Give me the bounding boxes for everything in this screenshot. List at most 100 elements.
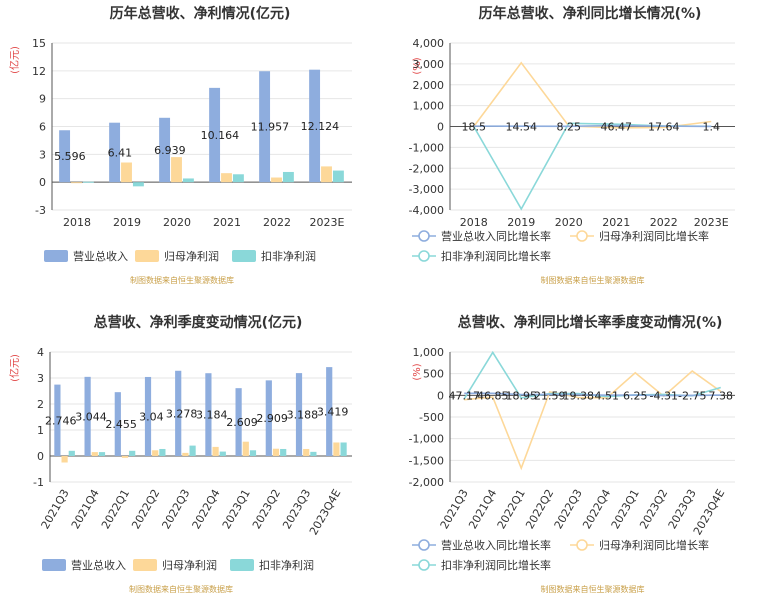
chart2-data-label: 1.4: [703, 121, 721, 134]
chart3-bar-s1-2: [114, 392, 121, 456]
chart3-bar-s3-7: [280, 448, 287, 456]
chart3-bar-s1-0: [54, 384, 61, 456]
chart2-line-s3: [473, 122, 712, 211]
chart3-bar-s2-4: [182, 452, 189, 456]
chart2-data-label: 18.5: [462, 121, 487, 134]
chart3-bar-s2-0: [61, 456, 68, 463]
chart1-bar-s3-4: [282, 171, 294, 183]
chart2-legend-marker-2: [576, 230, 588, 242]
chart3-bar-s3-0: [68, 450, 75, 456]
chart3-bar-s3-2: [129, 450, 136, 456]
chart3-ytick: 4: [37, 346, 44, 359]
chart1-xtick: 2020: [163, 216, 191, 229]
chart4-data-label: 4.51: [595, 389, 620, 402]
chart3-bar-s2-5: [212, 446, 219, 456]
chart4-ytick: 1,000: [413, 346, 445, 359]
chart3-bar-s1-6: [235, 388, 242, 456]
chart3-bar-s1-4: [175, 370, 182, 456]
chart2-legend-label: 归母净利润同比增长率: [599, 229, 709, 243]
chart3-xtick: 2023Q2: [250, 487, 283, 531]
chart3-xtick: 2022Q3: [159, 487, 192, 531]
chart3-bar-s2-9: [333, 442, 340, 456]
chart3-bar-s3-3: [159, 448, 166, 456]
chart3-xtick: 2021Q3: [39, 487, 72, 531]
chart1-xtick: 2022: [263, 216, 291, 229]
chart1-xtick: 2018: [63, 216, 91, 229]
chart2-legend-label: 营业总收入同比增长率: [441, 229, 551, 243]
chart4-legend-label: 营业总收入同比增长率: [441, 538, 551, 552]
chart3-source-note: 制图数据来自恒生聚源数据库: [129, 584, 233, 594]
chart3-legend-label: 营业总收入: [71, 558, 126, 572]
chart3-xtick: 2021Q4: [69, 487, 102, 531]
chart1-xtick: 2023E: [310, 216, 345, 229]
chart1-title: 历年总营收、净利情况(亿元): [110, 5, 291, 22]
chart1-bar-s1-5: [309, 69, 321, 183]
chart3-legend-swatch-1: [42, 559, 66, 571]
chart1-ytick: 12: [32, 65, 46, 78]
chart3-xtick: 2022Q2: [129, 487, 162, 531]
chart2-ytick: 0: [437, 121, 444, 134]
chart3-data-label: 2.455: [105, 418, 137, 431]
chart3-data-label: 3.188: [287, 409, 319, 422]
chart3-data-label: 3.278: [166, 407, 198, 420]
chart2-ytick: -1,000: [409, 141, 444, 154]
chart4-line-s2: [464, 370, 722, 471]
chart1-data-label: 5.596: [54, 150, 86, 163]
chart2-ytick: -2,000: [409, 162, 444, 175]
chart3-xtick: 2022Q4: [190, 487, 223, 531]
chart1-bar-s3-2: [182, 178, 194, 183]
chart4-ytick: 500: [423, 368, 444, 381]
chart3-ylabel: (亿元): [8, 354, 21, 382]
chart1-bar-s1-2: [159, 117, 171, 183]
chart1-bar-s1-0: [59, 130, 71, 183]
chart3-bar-s3-4: [189, 445, 196, 456]
chart1-data-label: 12.124: [301, 120, 340, 133]
chart1-ytick: 15: [32, 37, 46, 50]
chart3-bar-s3-6: [249, 450, 257, 456]
chart2-legend-label: 扣非净利润同比增长率: [441, 249, 551, 263]
chart2-xtick: 2019: [507, 216, 535, 229]
chart3-data-label: 3.044: [75, 410, 107, 423]
chart3-data-label: 3.419: [317, 406, 349, 419]
chart1-legend-label: 营业总收入: [73, 249, 128, 263]
chart3-bar-s1-1: [84, 376, 91, 456]
chart4-data-label: 46.85: [477, 389, 509, 402]
chart1-bar-s2-4: [271, 177, 282, 183]
chart4-data-label: 19.38: [563, 389, 595, 402]
chart3-legend-label: 归母净利润: [162, 558, 217, 572]
chart2-ytick: -4,000: [409, 204, 444, 217]
chart1-xtick: 2021: [213, 216, 241, 229]
chart1-bar-s2-5: [321, 166, 332, 183]
chart3-bar-s3-1: [98, 452, 106, 456]
chart2-ytick: 4,000: [413, 37, 445, 50]
chart4-ytick: -2,000: [409, 476, 444, 489]
chart1-ytick: 0: [39, 176, 46, 189]
chart4-source-note: 制图数据来自恒生聚源数据库: [541, 584, 645, 594]
chart3-ytick: 3: [37, 372, 44, 385]
chart2-data-label: 14.54: [506, 121, 538, 134]
chart3-bar-s1-7: [265, 380, 272, 456]
chart4-title: 总营收、净利同比增长率季度变动情况(%): [458, 314, 723, 331]
chart4-data-label: 47.17: [449, 389, 481, 402]
chart3-xtick: 2023Q3: [280, 487, 313, 531]
chart4-legend-label: 扣非净利润同比增长率: [441, 558, 551, 572]
chart3-data-label: 2.909: [256, 412, 288, 425]
chart3-legend-swatch-2: [133, 559, 157, 571]
chart2-ytick: 1,000: [413, 100, 445, 113]
chart2-xtick: 2023E: [694, 216, 729, 229]
chart1-data-label: 11.957: [251, 121, 290, 134]
chart3-data-label: 2.609: [226, 416, 258, 429]
chart1-ytick: -3: [35, 204, 46, 217]
chart2-ytick: -3,000: [409, 183, 444, 196]
chart4-line-s1: [464, 392, 721, 397]
chart2-title: 历年总营收、净利同比增长情况(%): [479, 5, 702, 22]
chart2-line-s2: [473, 61, 712, 129]
chart3-ytick: -1: [33, 476, 44, 489]
chart4-legend-marker-3: [418, 559, 430, 571]
chart3-bar-s1-9: [326, 367, 333, 456]
chart2-ylabel: (%): [412, 57, 423, 74]
chart3-legend-label: 扣非净利润: [259, 558, 314, 572]
chart1-legend-swatch-3: [232, 250, 256, 262]
chart1-ylabel: (亿元): [8, 46, 21, 74]
